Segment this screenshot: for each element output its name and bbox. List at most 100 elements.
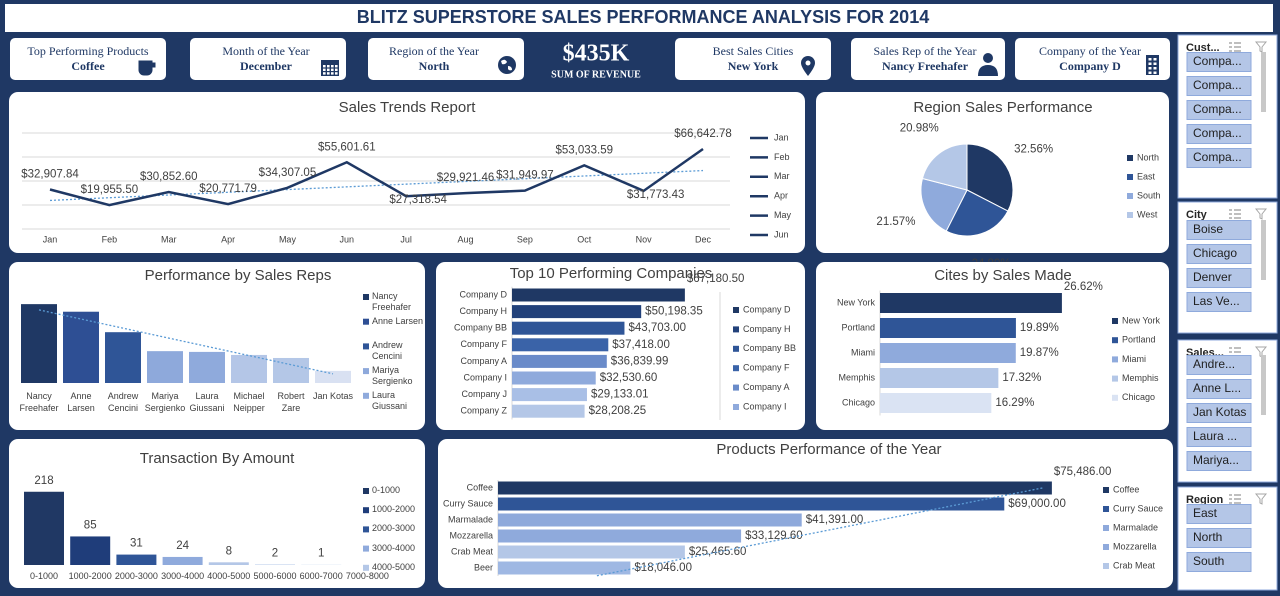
x-tick-label: Nancy Freehafer [19, 391, 59, 413]
slicer-item[interactable] [1186, 403, 1252, 423]
legend-swatch [733, 365, 739, 372]
bar [880, 393, 992, 413]
slicer-item[interactable] [1186, 148, 1252, 168]
building-window [1148, 58, 1152, 61]
bar [880, 343, 1016, 363]
calendar-cell [335, 72, 338, 75]
slicer-item[interactable] [1186, 427, 1252, 447]
data-label: $31,773.43 [627, 189, 685, 201]
slicer-item[interactable] [1186, 100, 1252, 120]
bar [162, 556, 203, 565]
multi-select-icon[interactable] [1229, 42, 1241, 52]
bar [880, 318, 1016, 338]
bar [70, 536, 111, 565]
y-tick-label: Company J [461, 389, 507, 399]
bar [105, 332, 141, 383]
slicer-item[interactable] [1186, 451, 1252, 471]
slicer-item-label: Jan Kotas [1193, 405, 1246, 419]
slicer-item[interactable] [1186, 52, 1252, 72]
bar [498, 545, 685, 559]
legend-label: Curry Sauce [1113, 503, 1163, 513]
bar [189, 351, 225, 383]
chart-title: Performance by Sales Reps [145, 267, 332, 284]
pin-hole [805, 60, 811, 66]
pie-slice [966, 143, 1014, 212]
legend-swatch [363, 368, 369, 375]
slicer-item[interactable] [1186, 124, 1252, 144]
legend-label: Laura Giussani [372, 389, 408, 411]
data-label: 32.56% [1014, 143, 1053, 155]
slicer-item[interactable] [1186, 76, 1252, 96]
kpi-card [368, 38, 524, 80]
legend-label: Andrew Cencini [372, 340, 403, 362]
multi-select-icon[interactable] [1229, 209, 1241, 219]
legend-label: May [774, 210, 792, 220]
y-tick-label: Company H [459, 306, 507, 316]
chart-title: Products Performance of the Year [716, 441, 941, 458]
legend-swatch [363, 526, 369, 533]
building-window [1153, 62, 1157, 65]
legend-label: Mar [774, 171, 790, 181]
legend-swatch [733, 326, 739, 333]
slicer-item-label: North [1193, 530, 1222, 544]
bar [315, 370, 351, 383]
x-tick-label: 5000-6000 [253, 571, 297, 581]
multi-select-icon[interactable] [1229, 494, 1241, 504]
slicer-item[interactable] [1186, 220, 1252, 240]
slicer-item[interactable] [1186, 268, 1252, 288]
y-tick-label: Company BB [454, 323, 507, 333]
bar [21, 304, 57, 383]
data-label: $31,949.97 [496, 170, 554, 182]
slicer-item[interactable] [1186, 528, 1252, 548]
x-tick-label: 6000-7000 [299, 571, 343, 581]
slicer-item[interactable] [1186, 292, 1252, 312]
x-tick-label: Robert Zare [277, 391, 305, 413]
bar [24, 491, 64, 565]
data-label: 26.62% [1064, 281, 1103, 293]
legend-swatch [1112, 356, 1118, 363]
calendar-cell [335, 68, 338, 71]
x-tick-label: 3000-4000 [161, 571, 205, 581]
legend-swatch [363, 343, 369, 350]
y-tick-label: Curry Sauce [443, 498, 493, 508]
y-tick-label: New York [837, 297, 876, 307]
data-label: $66,642.78 [674, 128, 732, 140]
x-tick-label: Oct [577, 234, 592, 244]
slicer-item[interactable] [1186, 379, 1252, 399]
legend-swatch [1127, 193, 1133, 199]
person-head [983, 53, 993, 63]
kpi-card [675, 38, 831, 80]
data-label: $19,955.50 [81, 184, 139, 196]
data-label: $53,033.59 [555, 144, 613, 156]
data-label: 1 [318, 548, 324, 560]
scrollbar [1261, 355, 1266, 415]
legend-label: Mozzarella [1113, 541, 1157, 551]
slicer-item[interactable] [1186, 355, 1252, 375]
calendar-cell [335, 65, 338, 68]
slicer-item[interactable] [1186, 244, 1252, 264]
slicer-item-label: Compa... [1193, 54, 1242, 68]
data-label: 19.87% [1020, 347, 1059, 359]
clear-filter-icon[interactable] [1254, 493, 1268, 505]
data-label: $28,208.25 [589, 405, 647, 417]
y-tick-label: Company D [459, 289, 507, 299]
building-window [1148, 71, 1152, 74]
slicer-title: City [1186, 209, 1208, 221]
clear-filter-icon[interactable] [1254, 208, 1268, 220]
slicer-item[interactable] [1186, 504, 1252, 524]
chart-title: Top 10 Performing Companies [510, 265, 713, 282]
scrollbar [1261, 220, 1266, 280]
legend-swatch [1103, 544, 1109, 550]
slicer-item-label: Chicago [1193, 246, 1237, 260]
x-tick-label: Apr [221, 234, 235, 244]
legend-label: Memphis [1122, 373, 1159, 383]
bar [880, 368, 999, 388]
legend-swatch [363, 507, 369, 514]
x-tick-label: Feb [102, 234, 118, 244]
legend-swatch [733, 384, 739, 391]
data-label: 8 [226, 545, 232, 557]
building-window [1148, 62, 1152, 65]
legend-swatch [1127, 212, 1133, 218]
slicer-item[interactable] [1186, 552, 1252, 572]
calendar-cell [323, 72, 326, 75]
